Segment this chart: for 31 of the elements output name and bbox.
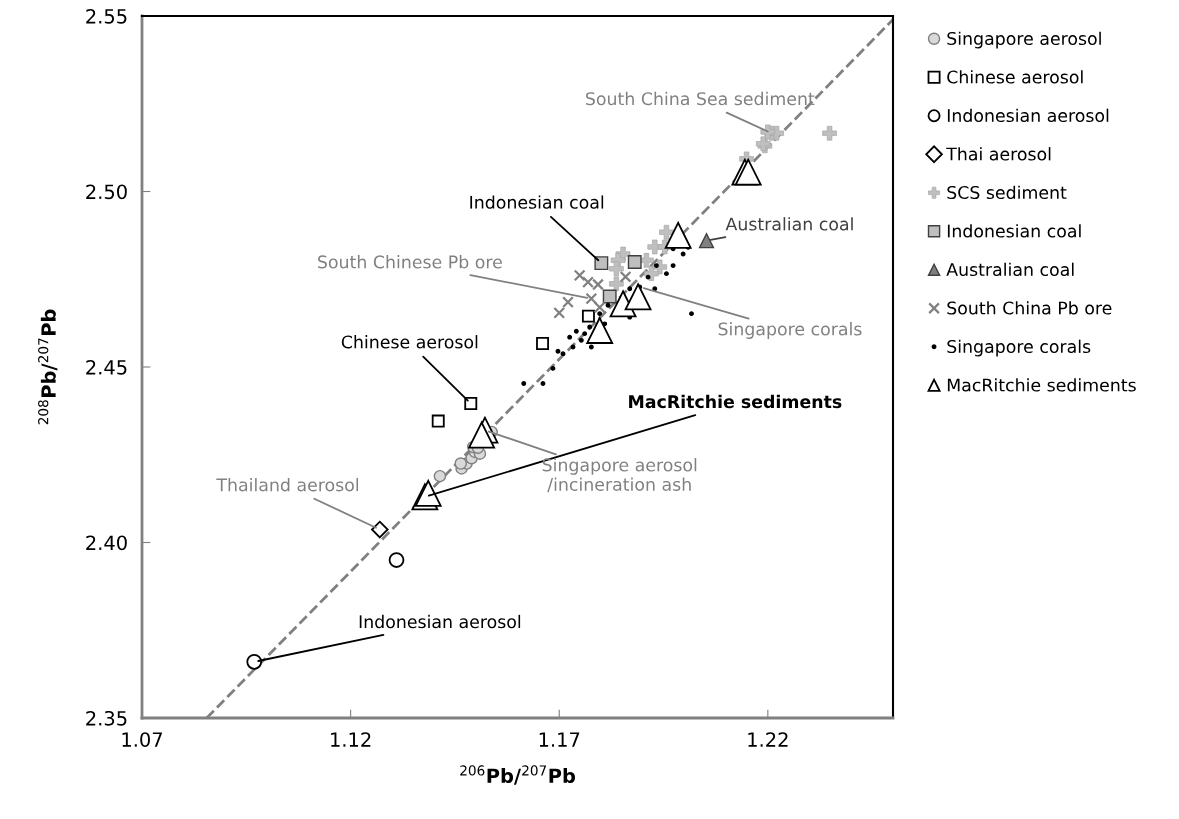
annotation: MacRitchie sediments bbox=[629, 394, 842, 409]
legend-label: SCS sediment bbox=[947, 185, 1067, 200]
x-tick-label: 1.12 bbox=[331, 732, 371, 747]
x-tick-label: 1.22 bbox=[748, 732, 788, 747]
annotation: Australian coal bbox=[725, 217, 853, 231]
annotation: South China Sea sediment bbox=[586, 91, 815, 106]
y-tick-label: 2.35 bbox=[86, 710, 127, 726]
y-tick-label: 2.45 bbox=[86, 359, 127, 375]
legend-label: Singapore corals bbox=[947, 339, 1091, 357]
x-tick-label: 1.07 bbox=[122, 732, 162, 747]
annotation: South Chinese Pb ore bbox=[318, 255, 502, 269]
y-tick-label: 2.40 bbox=[86, 535, 127, 551]
annotation: Singapore aerosol /incineration ash bbox=[542, 458, 697, 493]
legend-label: Indonesian coal bbox=[947, 224, 1081, 238]
y-tick-label: 2.50 bbox=[86, 184, 127, 200]
legend-label: South China Pb ore bbox=[947, 301, 1112, 315]
y-tick-label: 2.55 bbox=[86, 8, 127, 24]
legend-label: Australian coal bbox=[946, 262, 1074, 277]
x-tick-label: 1.17 bbox=[539, 732, 580, 747]
legend-label: Singapore aerosol bbox=[947, 31, 1101, 49]
legend-label: Thai aerosol bbox=[946, 147, 1051, 161]
annotation: Thailand aerosol bbox=[216, 477, 359, 492]
x-axis-title: $^{206}$Pb/$^{207}$Pb bbox=[460, 765, 576, 785]
annotation: Indonesian coal bbox=[470, 195, 604, 209]
annotation: Chinese aerosol bbox=[341, 335, 478, 349]
legend-label: Indonesian aerosol bbox=[947, 108, 1109, 123]
legend-label: MacRitchie sediments bbox=[947, 378, 1136, 392]
annotation: Singapore corals bbox=[718, 322, 862, 339]
legend-label: Chinese aerosol bbox=[947, 70, 1083, 84]
y-axis-title: $^{208}$Pb/$^{207}$Pb bbox=[38, 309, 58, 425]
annotation: Indonesian aerosol bbox=[359, 614, 521, 629]
